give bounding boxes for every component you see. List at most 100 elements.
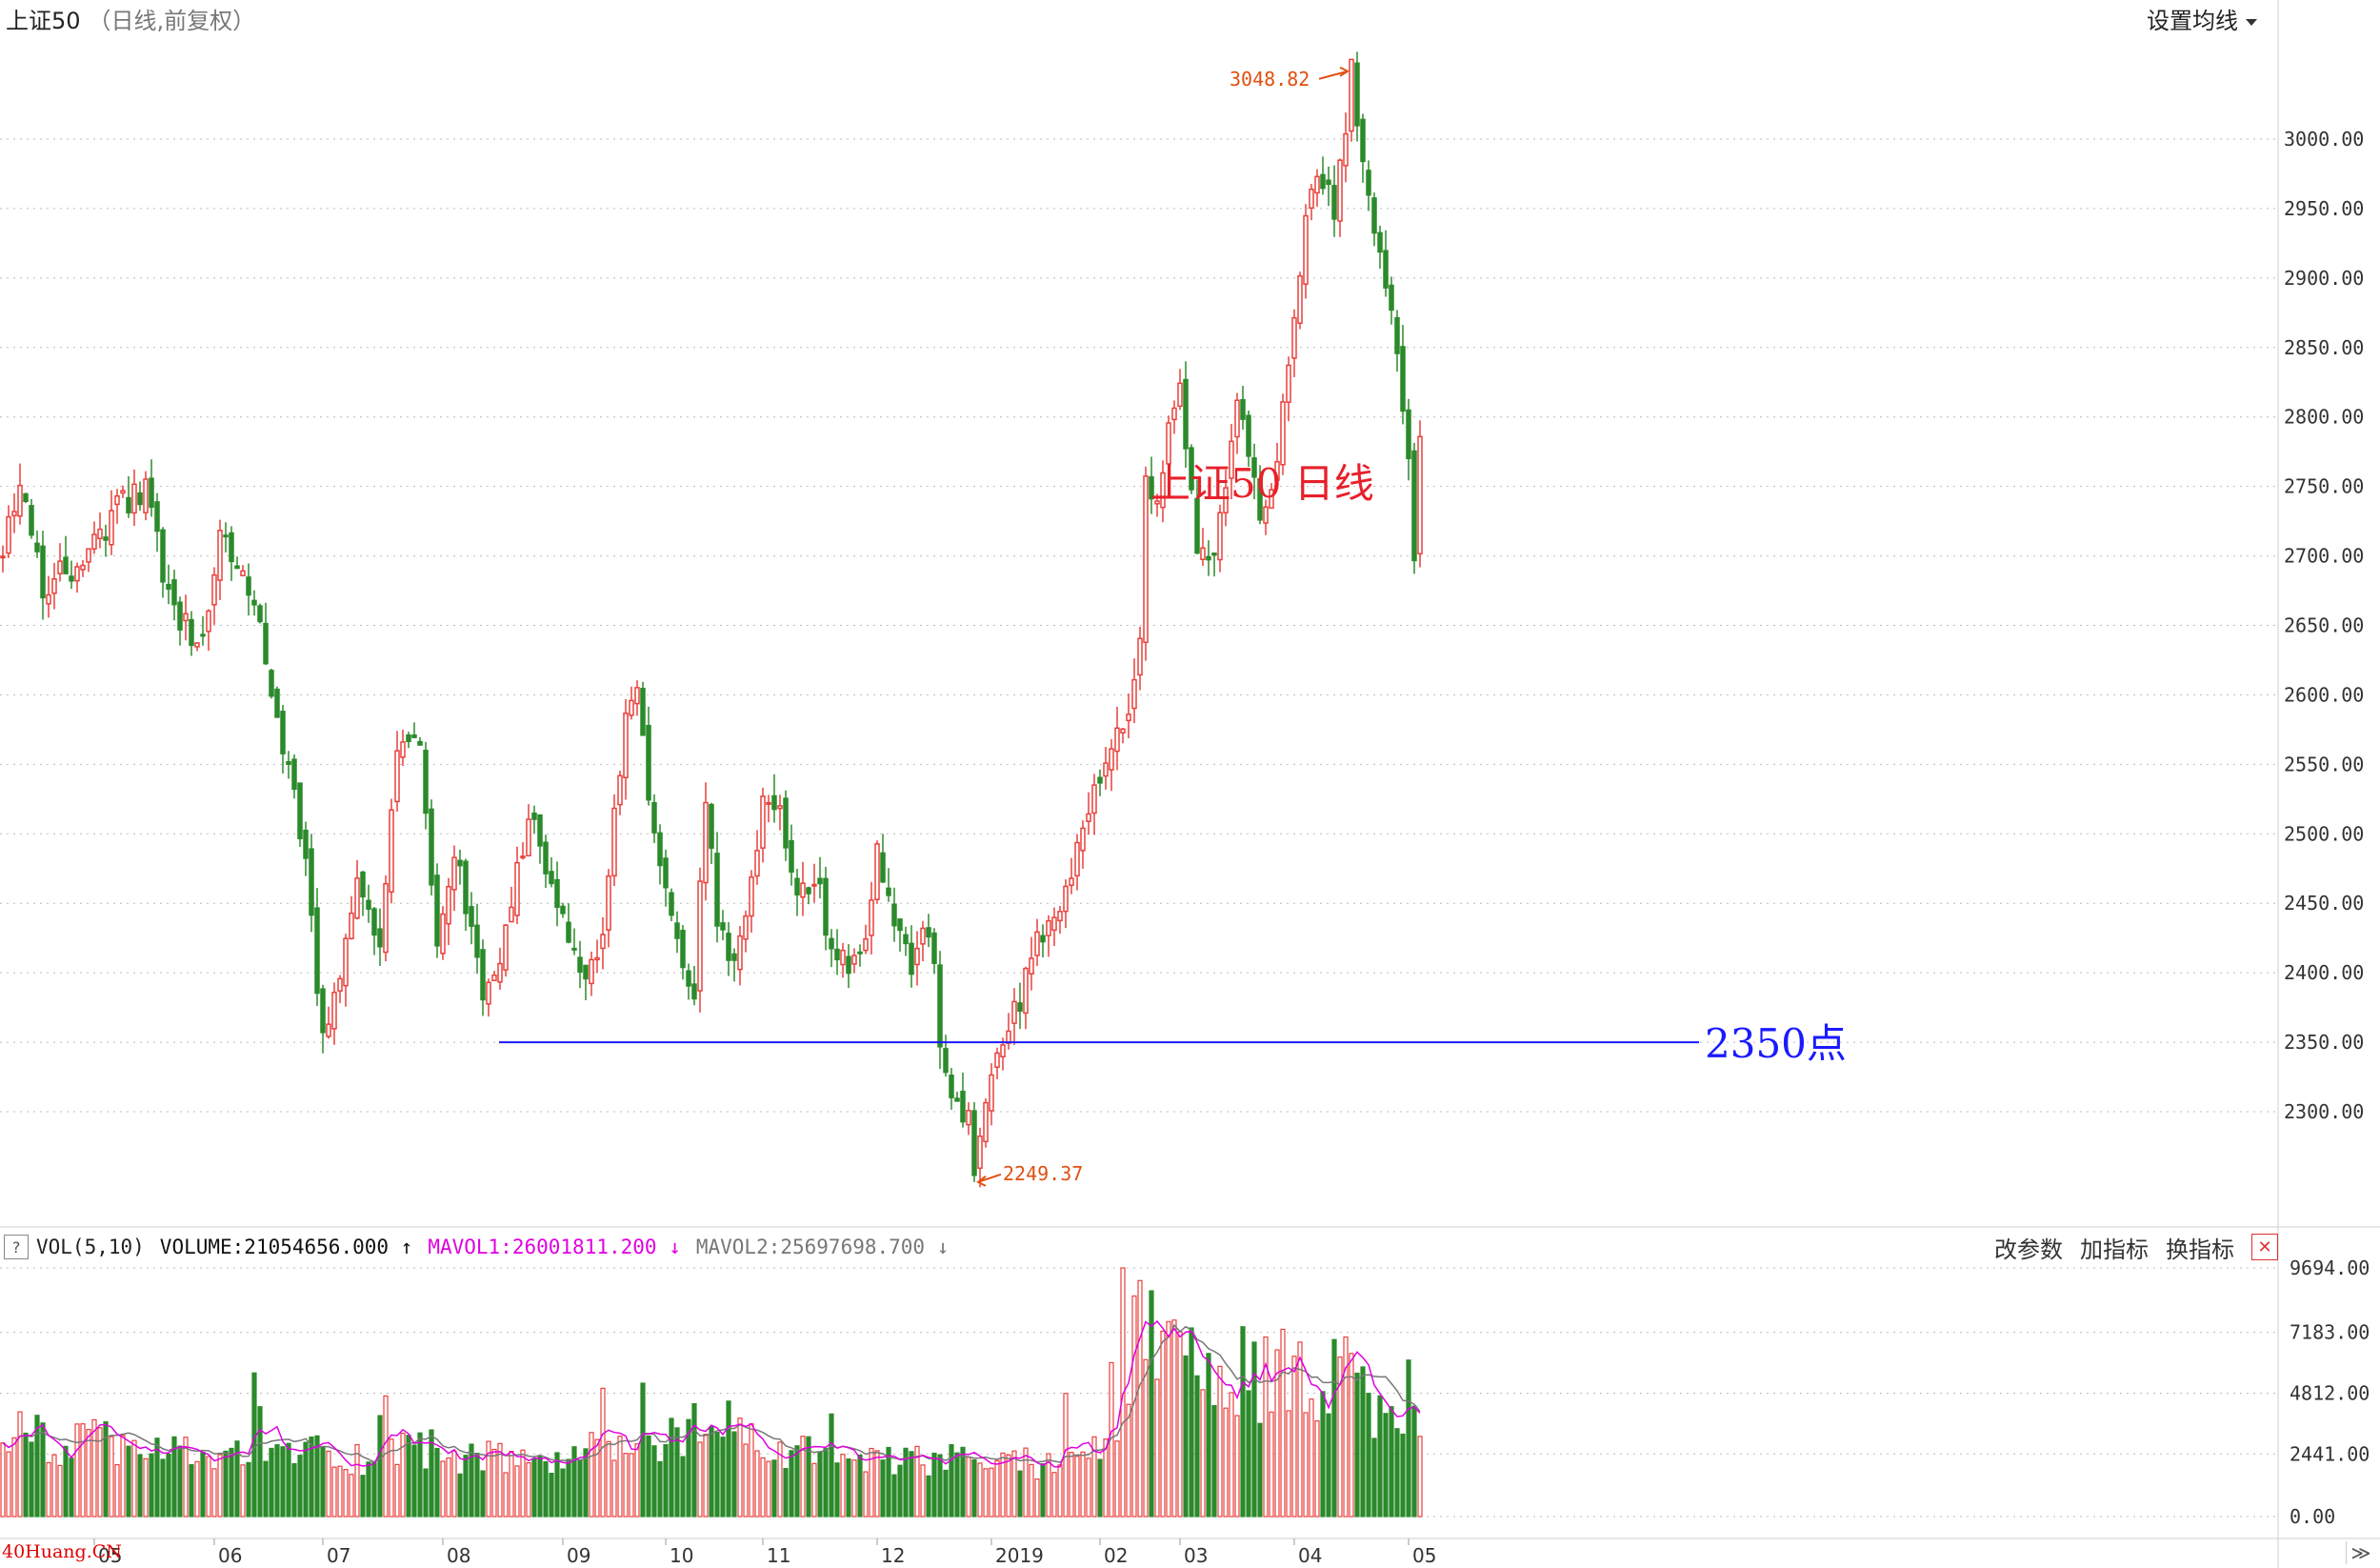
volume-bar-down — [406, 1435, 411, 1518]
volume-bar-up — [600, 1387, 606, 1518]
volume-bar-up — [74, 1423, 80, 1518]
volume-bar-up — [526, 1461, 531, 1518]
candle-up — [520, 855, 526, 859]
candle-down — [234, 565, 240, 570]
candle-down — [651, 801, 657, 834]
candle-down — [103, 536, 109, 541]
candle-up — [491, 975, 497, 981]
candle-down — [669, 892, 674, 916]
candle-up — [617, 774, 623, 806]
volume-bar-up — [354, 1444, 360, 1518]
add-indicator-button[interactable]: 加指标 — [2080, 1236, 2149, 1263]
candle-down — [909, 942, 914, 975]
volume-bar-down — [714, 1432, 720, 1518]
candle-up — [1074, 841, 1080, 877]
volume-bar-down — [931, 1452, 937, 1518]
volume-bar-down — [731, 1431, 737, 1518]
candle-up — [777, 805, 783, 810]
volume-bar-down — [1246, 1390, 1251, 1518]
volume-bar-up — [80, 1423, 86, 1518]
volume-bar-up — [440, 1460, 446, 1518]
candle-up — [1303, 214, 1309, 285]
candle-down — [223, 534, 229, 538]
volume-bar-down — [1257, 1422, 1263, 1518]
candle-down — [1183, 378, 1189, 450]
candle-up — [1417, 435, 1423, 554]
volume-bar-up — [486, 1440, 491, 1518]
candle-down — [457, 859, 463, 867]
volume-bar-down — [1366, 1393, 1371, 1518]
candle-down — [789, 839, 794, 874]
volume-bar-down — [200, 1451, 206, 1518]
volume-bar-up — [989, 1467, 994, 1518]
candle-down — [291, 758, 297, 791]
price-tick-label: 2400.00 — [2284, 961, 2364, 984]
volume-bar-down — [1371, 1437, 1377, 1518]
candle-up — [1120, 728, 1126, 734]
volume-bar-down — [234, 1440, 240, 1518]
change-params-button[interactable]: 改参数 — [1994, 1236, 2063, 1263]
volume-bar-down — [897, 1464, 903, 1518]
candle-up — [766, 801, 771, 805]
volume-bar-down — [223, 1450, 229, 1518]
candle-down — [463, 860, 469, 915]
scroll-right-button[interactable]: ≫ — [2346, 1541, 2375, 1564]
volume-bar-down — [640, 1382, 646, 1518]
volume-tick-label: 9694.00 — [2290, 1256, 2370, 1279]
candle-down — [29, 505, 34, 536]
volume-header: ? VOL(5,10) VOLUME:21054656.000 ↑ MAVOL1… — [0, 1231, 2278, 1263]
candle-down — [1251, 457, 1257, 478]
candle-up — [389, 809, 394, 893]
date-tick-label: 11 — [767, 1544, 790, 1567]
set-ma-button[interactable]: 设置均线 — [2147, 2, 2257, 35]
candle-up — [703, 801, 709, 884]
volume-bar-up — [86, 1428, 91, 1518]
date-tick-label: 09 — [567, 1544, 590, 1567]
volume-bar-down — [726, 1400, 731, 1518]
date-axis: 05 06 07 08 09 10 11 12 2019 02 03 04 05 — [93, 1538, 1436, 1567]
candle-up — [1274, 460, 1280, 481]
candle-up — [1154, 500, 1160, 505]
volume-bar-up — [383, 1395, 389, 1518]
volume-bar-down — [149, 1453, 154, 1518]
volume-bar-up — [777, 1441, 783, 1518]
candle-down — [709, 803, 714, 849]
volume-bar-up — [1023, 1447, 1029, 1518]
volume-bar-down — [189, 1463, 194, 1518]
price-tick-label: 2750.00 — [2284, 475, 2364, 498]
candle-down — [274, 688, 280, 718]
candle-down — [886, 887, 891, 896]
candle-down — [377, 928, 383, 948]
volume-bar-down — [1383, 1413, 1389, 1518]
high-arrow-icon — [1318, 66, 1350, 80]
volume-bars — [0, 1267, 1423, 1518]
volume-bar-up — [1200, 1389, 1206, 1518]
candle-down — [931, 932, 937, 964]
volume-bar-up — [623, 1453, 629, 1518]
volume-bar-up — [331, 1466, 337, 1518]
volume-bar-up — [11, 1437, 17, 1518]
mavol1-line — [2, 1319, 1421, 1468]
candle-up — [80, 564, 86, 571]
candle-up — [11, 511, 17, 517]
candle-down — [69, 575, 74, 582]
volume-bar-down — [309, 1437, 314, 1518]
candle-up — [1291, 316, 1297, 359]
volume-bar-down — [280, 1446, 286, 1518]
candle-up — [97, 528, 103, 540]
help-icon[interactable]: ? — [4, 1235, 29, 1259]
candle-up — [1314, 175, 1320, 194]
candle-up — [1063, 885, 1069, 913]
set-ma-label: 设置均线 — [2147, 8, 2238, 34]
candle-down — [1194, 497, 1200, 554]
volume-bar-down — [1183, 1355, 1189, 1518]
candle-up — [869, 899, 874, 936]
candle-up — [1137, 637, 1143, 676]
volume-bar-up — [914, 1445, 920, 1518]
switch-indicator-button[interactable]: 换指标 — [2166, 1236, 2234, 1263]
volume-bar-down — [783, 1467, 789, 1518]
candle-up — [343, 937, 349, 987]
candle-up — [486, 981, 491, 1005]
close-icon[interactable]: ✕ — [2251, 1234, 2278, 1260]
date-tick-label: 03 — [1184, 1544, 1208, 1567]
